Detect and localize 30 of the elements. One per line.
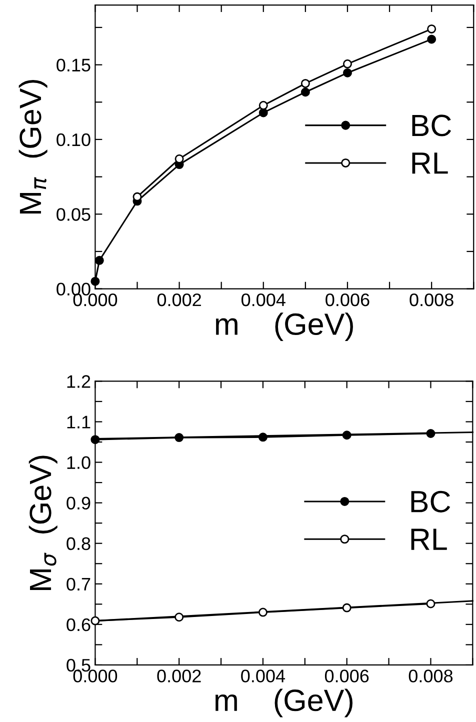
y-tick-label: 0.8 [66,537,90,550]
legend-label: RL [412,152,448,174]
x-tick-label: 0.004 [241,670,286,682]
x-tick-label: 0.000 [73,293,118,306]
x-tick-label: 0.008 [408,670,453,682]
y-axis-title: M$_{π}$ (GeV) [18,80,48,214]
y-tick-label: 1.1 [67,416,90,428]
y-tick-label: 0.10 [56,133,90,146]
y-tick-label: 1.2 [67,375,90,388]
x-tick-label: 0.006 [324,670,369,682]
y-tick-label: 0.00 [56,282,90,296]
x-tick-label: 0.000 [73,670,118,682]
x-tick-label: 0.002 [157,670,201,682]
x-tick-label: 0.002 [157,293,201,306]
y-tick-label: 1.0 [67,456,90,470]
y-tick-label: 0.9 [66,496,90,510]
y-tick-label: 0.5 [66,658,90,672]
legend-label: RL [411,528,447,550]
y-tick-label: 0.15 [56,58,90,72]
y-tick-label: 0.7 [66,578,90,591]
legend-label: BC [412,114,452,136]
x-tick-label: 0.006 [326,293,370,306]
x-axis-title: m (GeV) [216,312,353,342]
y-tick-label: 0.6 [66,618,90,632]
y-tick-label: 0.05 [56,208,90,221]
x-axis-title: m (GeV) [216,688,352,718]
legend-label: BC [411,490,450,512]
y-axis-title: M$_{σ}$ (GeV) [28,456,58,590]
x-tick-label: 0.008 [410,293,454,306]
x-tick-label: 0.004 [242,293,286,306]
